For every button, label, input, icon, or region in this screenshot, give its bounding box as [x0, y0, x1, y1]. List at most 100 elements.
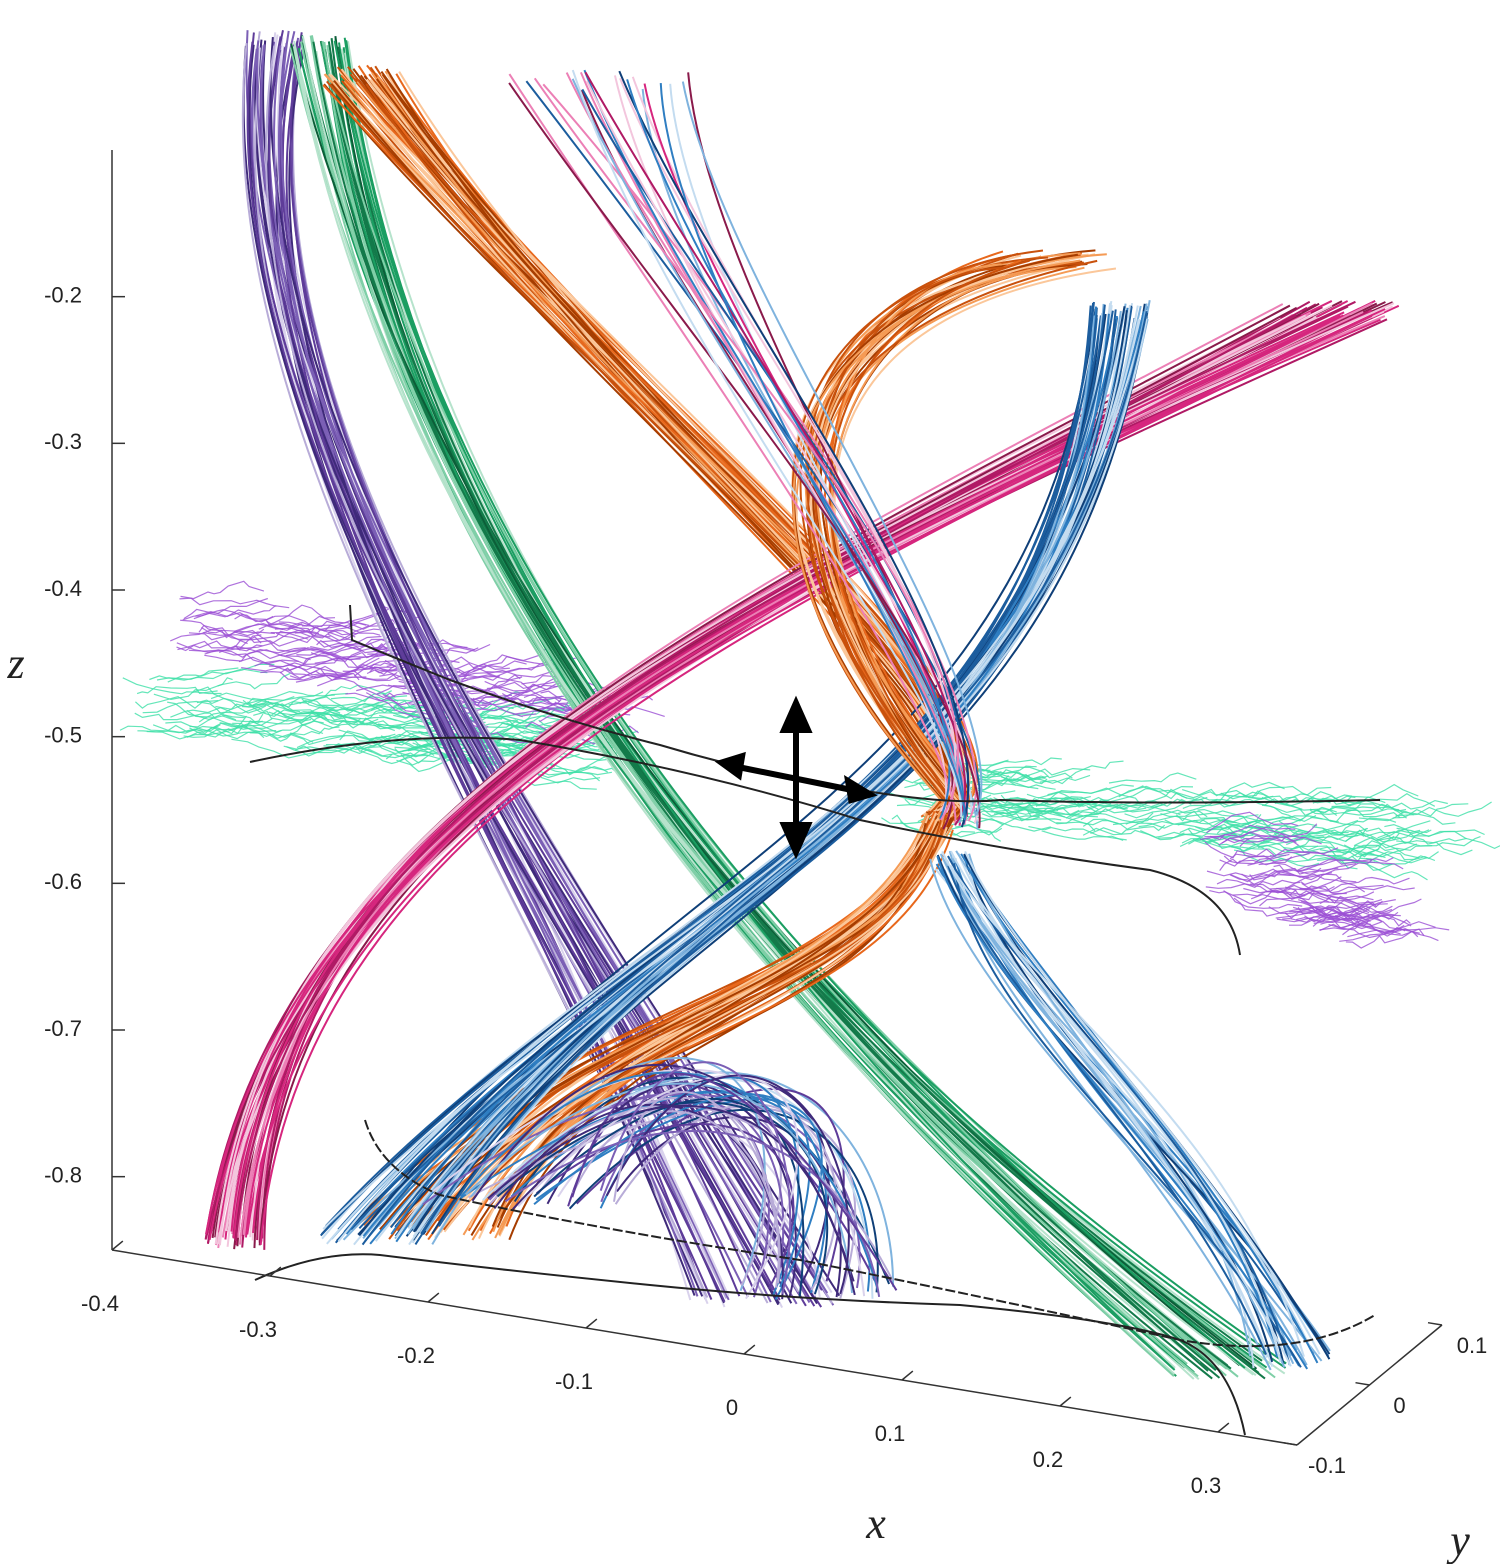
scalar-sheet [1331, 792, 1436, 808]
scalar-sheet [1273, 827, 1367, 843]
streamline [469, 1057, 766, 1292]
scalar-sheet [1339, 846, 1428, 864]
streamline [586, 80, 980, 824]
scalar-sheet [1013, 774, 1091, 784]
scalar-sheet [1274, 794, 1352, 805]
scalar-sheet [1396, 836, 1481, 847]
scalar-sheet [1142, 785, 1248, 800]
streamline [939, 853, 1295, 1365]
z-axis-label: z [6, 639, 24, 688]
scalar-sheet [1219, 798, 1294, 818]
streamline [583, 69, 965, 816]
scalar-sheet [1249, 867, 1322, 881]
scalar-sheet [1028, 826, 1127, 841]
x-tick-label: -0.3 [239, 1317, 277, 1342]
scalar-sheet [1251, 786, 1332, 802]
scalar-sheet [1032, 811, 1119, 826]
streamline [390, 310, 1148, 1229]
scalar-sheet [1319, 923, 1406, 933]
scalar-sheet [212, 722, 314, 743]
scalar-sheet [1345, 930, 1419, 949]
streamline [533, 1093, 811, 1288]
streamline [342, 303, 1105, 1241]
scalar-sheet [1230, 870, 1333, 883]
scalar-sheet [1332, 843, 1418, 858]
scalar-sheet [219, 715, 327, 730]
scalar-sheet [1041, 830, 1124, 841]
streamline [599, 1061, 792, 1295]
streamline [613, 75, 947, 815]
scalar-sheet [192, 686, 267, 714]
scalar-sheet [218, 630, 309, 654]
scalar-sheet [142, 700, 237, 721]
scalar-sheet [241, 664, 344, 676]
streamline [605, 1074, 850, 1295]
streamline [830, 265, 1077, 801]
streamline [619, 77, 957, 814]
scalar-sheet [981, 807, 1059, 822]
scalar-sheet [195, 605, 290, 618]
z-tick-label: -0.2 [44, 282, 82, 307]
scalar-sheet [1274, 834, 1386, 859]
scalar-sheet [1365, 851, 1436, 862]
scalar-sheet [1164, 817, 1252, 828]
x-tick [111, 1240, 124, 1251]
streamline [659, 83, 966, 821]
scalar-sheet [1230, 846, 1320, 868]
streamline [571, 1110, 780, 1288]
streamline [326, 305, 1139, 1245]
scalar-sheet [1037, 791, 1112, 805]
scalar-sheet [198, 624, 262, 644]
streamline [321, 40, 1227, 1377]
scalar-sheet [288, 696, 384, 715]
scalar-sheet [1239, 835, 1322, 847]
scalar-sheet [188, 623, 284, 641]
streamline [420, 304, 1106, 1235]
y-tick [1282, 1441, 1298, 1446]
scalar-sheet [278, 650, 363, 666]
scalar-sheet [242, 690, 335, 705]
scalar-sheet [285, 647, 387, 658]
scalar-sheet [1108, 772, 1197, 784]
y-tick [1427, 1321, 1443, 1326]
streamline [225, 304, 1333, 1232]
x-tick [743, 1344, 756, 1355]
scalar-sheet [284, 654, 361, 671]
scalar-sheet [1206, 868, 1291, 878]
streamline [443, 826, 948, 1233]
scalar-sheet [1209, 890, 1306, 905]
scalar-sheet [1247, 848, 1360, 866]
scalar-sheet [460, 674, 550, 703]
scalar-sheet [193, 612, 303, 631]
scalar-sheet [1347, 799, 1448, 810]
scalar-sheet [258, 604, 336, 630]
arrows [714, 695, 878, 860]
x-axis-line [111, 1249, 1298, 1446]
streamline [395, 318, 1140, 1238]
scalar-sheet [179, 597, 277, 607]
scalar-sheet [1218, 831, 1299, 846]
streamline [613, 1091, 781, 1284]
scalar-sheet [1204, 841, 1275, 859]
scalar-sheet [278, 712, 362, 729]
contour-line [364, 1119, 1376, 1348]
x-tick-label: -0.4 [81, 1291, 119, 1316]
scalar-sheet [1283, 827, 1369, 850]
scalar-sheet [1125, 815, 1223, 828]
streamline [517, 1074, 799, 1300]
scalar-sheet [1289, 909, 1383, 922]
streamlines [119, 30, 1500, 1381]
streamline [571, 1072, 898, 1291]
y-tick-label: -0.1 [1308, 1453, 1346, 1478]
scalar-sheet [1138, 820, 1238, 837]
scalar-sheet [986, 766, 1073, 779]
streamline [571, 69, 963, 817]
scalar-sheet [1245, 815, 1323, 830]
z-tick-label: -0.6 [44, 869, 82, 894]
arrow-head [714, 751, 746, 781]
streamline [418, 316, 1148, 1233]
scalar-sheet [1039, 760, 1124, 785]
streamline [441, 814, 930, 1222]
streamline [952, 857, 1272, 1371]
